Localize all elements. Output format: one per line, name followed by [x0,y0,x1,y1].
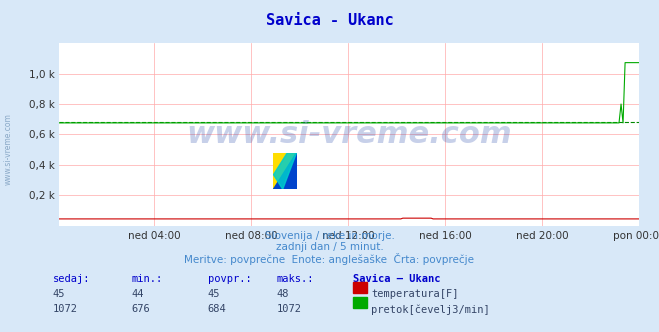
Text: zadnji dan / 5 minut.: zadnji dan / 5 minut. [275,242,384,252]
Text: 676: 676 [132,304,150,314]
Text: temperatura[F]: temperatura[F] [371,289,459,299]
Text: pretok[čevelj3/min]: pretok[čevelj3/min] [371,304,490,315]
Text: min.:: min.: [132,274,163,284]
Text: Savica – Ukanc: Savica – Ukanc [353,274,440,284]
Text: 684: 684 [208,304,226,314]
Text: 45: 45 [53,289,65,299]
Text: 45: 45 [208,289,220,299]
Text: 48: 48 [277,289,289,299]
Polygon shape [273,153,297,189]
Text: sedaj:: sedaj: [53,274,90,284]
Text: Slovenija / reke in morje.: Slovenija / reke in morje. [264,231,395,241]
Text: maks.:: maks.: [277,274,314,284]
Text: Meritve: povprečne  Enote: anglešaške  Črta: povprečje: Meritve: povprečne Enote: anglešaške Črt… [185,253,474,265]
Bar [353,297,367,308]
Text: povpr.:: povpr.: [208,274,251,284]
Text: 1072: 1072 [53,304,78,314]
Bar [353,282,367,293]
Text: 1072: 1072 [277,304,302,314]
Text: www.si-vreme.com: www.si-vreme.com [4,114,13,185]
Polygon shape [273,153,297,189]
Text: 44: 44 [132,289,144,299]
Text: Savica - Ukanc: Savica - Ukanc [266,13,393,28]
Polygon shape [273,153,297,189]
Text: www.si-vreme.com: www.si-vreme.com [186,120,512,149]
